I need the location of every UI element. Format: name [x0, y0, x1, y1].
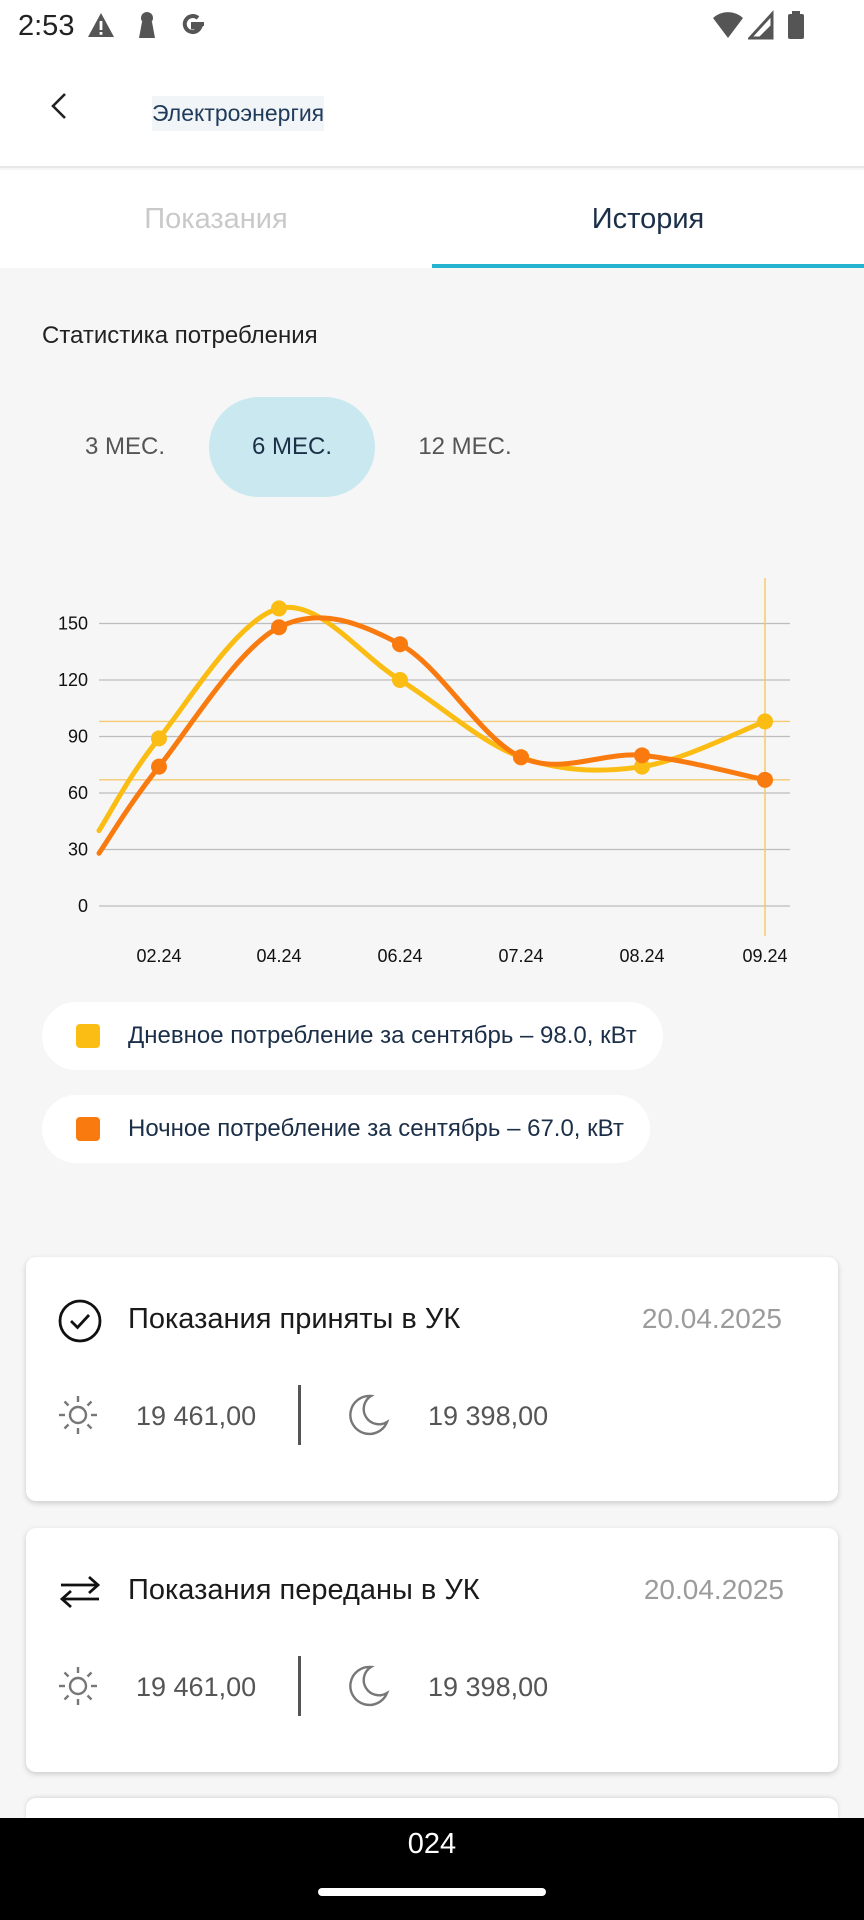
- day-reading-value: 19 461,00: [136, 1672, 257, 1702]
- day-series-line: [96, 604, 768, 834]
- tab-bar: Показания История: [0, 170, 864, 268]
- tab-history[interactable]: История: [591, 202, 705, 235]
- x-tick-label: 08.24: [619, 946, 664, 966]
- system-nav-bar: 024: [0, 1818, 864, 1920]
- night-data-point: [513, 749, 529, 766]
- legend-night-swatch: [76, 1117, 100, 1141]
- consumption-chart: 0 30 60 90 120 150 02.24 04.24 06.24 07.24 08.24 09…: [58, 578, 790, 966]
- legend-day: Дневное потребление за сентябрь – 98.0, …: [42, 1002, 663, 1070]
- history-card-title: Показания приняты в УК: [128, 1303, 461, 1335]
- legend-day-swatch: [76, 1024, 100, 1048]
- battery-icon: [788, 11, 804, 39]
- history-card-title: Показания переданы в УК: [128, 1574, 480, 1606]
- warning-icon: [88, 13, 114, 37]
- x-tick-label: 07.24: [498, 946, 543, 966]
- y-tick-label: 120: [58, 670, 88, 690]
- home-gesture-handle[interactable]: [318, 1888, 546, 1896]
- day-reading-value: 19 461,00: [136, 1401, 257, 1431]
- x-tick-label: 04.24: [256, 946, 301, 966]
- page-title: Электроэнергия: [152, 96, 325, 131]
- tab-readings[interactable]: Показания: [144, 202, 288, 235]
- chevron-left-icon: [51, 93, 66, 119]
- legend-day-text: Дневное потребление за сентябрь – 98.0, …: [128, 1022, 637, 1049]
- history-card-date: 20.04.2025: [643, 1574, 784, 1605]
- history-card[interactable]: Показания переданы в УК 20.04.2025 19 46…: [26, 1528, 838, 1772]
- value-divider: [298, 1385, 301, 1445]
- x-tick-label: 06.24: [377, 946, 422, 966]
- keyhole-icon: [139, 12, 155, 38]
- value-divider: [298, 1656, 301, 1716]
- history-card[interactable]: Показания приняты в УК 20.04.2025 19 461…: [26, 1257, 838, 1501]
- night-data-point: [634, 747, 650, 764]
- status-bar: 2:53: [0, 0, 864, 52]
- night-reading-value: 19 398,00: [428, 1672, 549, 1702]
- wifi-icon: [713, 12, 743, 39]
- day-data-point: [757, 713, 773, 730]
- moon-icon: [349, 1394, 390, 1436]
- night-series-line: [96, 615, 768, 856]
- day-data-point: [271, 600, 287, 617]
- y-tick-label: 30: [68, 840, 88, 860]
- y-tick-label: 150: [58, 614, 88, 634]
- nav-label: 024: [407, 1828, 457, 1860]
- sun-icon: [59, 1396, 97, 1434]
- sun-icon: [59, 1667, 97, 1705]
- google-icon: [182, 14, 204, 35]
- cellular-signal-icon: [748, 10, 774, 40]
- active-tab-indicator: [432, 264, 864, 268]
- x-tick-label: 09.24: [742, 946, 787, 966]
- y-tick-label: 0: [78, 896, 88, 916]
- section-title: Статистика потребления: [42, 322, 318, 349]
- transfer-arrows-icon: [59, 1575, 101, 1609]
- day-data-point: [151, 730, 167, 747]
- history-card-date: 20.04.2025: [641, 1303, 782, 1334]
- night-data-point: [392, 636, 408, 653]
- y-tick-label: 60: [68, 783, 88, 803]
- period-3-months-button[interactable]: 3 МЕС.: [84, 433, 165, 460]
- status-time: 2:53: [18, 10, 75, 42]
- night-data-point: [151, 758, 167, 775]
- x-tick-label: 02.24: [136, 946, 181, 966]
- day-data-point: [392, 672, 408, 688]
- period-12-months-button[interactable]: 12 МЕС.: [418, 433, 512, 460]
- legend-night-text: Ночное потребление за сентябрь – 67.0, к…: [128, 1115, 624, 1142]
- app-bar: Электроэнергия: [0, 52, 864, 168]
- back-button[interactable]: [36, 82, 84, 130]
- moon-icon: [349, 1665, 390, 1707]
- legend-night: Ночное потребление за сентябрь – 67.0, к…: [42, 1095, 650, 1163]
- period-6-months-button[interactable]: 6 МЕС.: [209, 397, 375, 497]
- check-circle-icon: [58, 1299, 102, 1343]
- night-reading-value: 19 398,00: [428, 1401, 549, 1431]
- day-data-point: [634, 758, 650, 775]
- night-data-point: [271, 619, 287, 636]
- night-data-point: [757, 771, 773, 788]
- y-tick-label: 90: [68, 727, 88, 747]
